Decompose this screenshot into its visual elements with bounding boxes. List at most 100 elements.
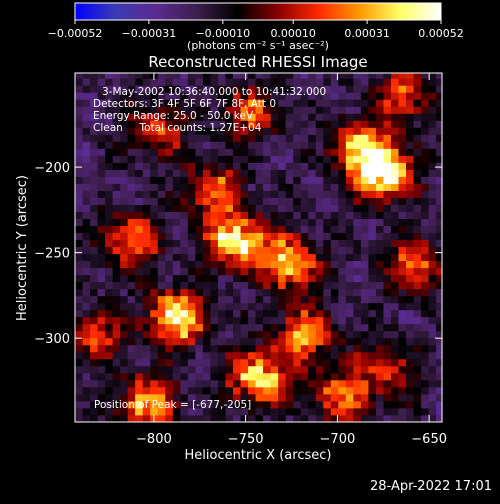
heat-cell (82, 239, 91, 248)
heat-cell (172, 85, 181, 93)
heat-cell (406, 309, 414, 318)
heat-cell (383, 225, 392, 234)
heat-cell (428, 134, 437, 142)
heat-cell (90, 344, 98, 353)
heat-cell (165, 316, 174, 325)
heat-cell (398, 106, 407, 114)
heat-cell (217, 73, 226, 79)
heat-cell (187, 330, 196, 339)
heatmap-area: −800 −750 −700 −650−200−250−300 (34, 72, 447, 447)
heat-cell (217, 211, 226, 219)
heat-cell (345, 73, 354, 79)
heat-cell (195, 141, 204, 149)
heat-cell (323, 393, 332, 402)
heat-cell (120, 253, 129, 262)
heat-cell (225, 344, 234, 353)
heat-cell (82, 393, 91, 402)
heat-cell (338, 365, 347, 374)
heat-cell (368, 400, 377, 409)
heat-cell (112, 414, 121, 422)
heat-cell (135, 85, 144, 93)
heat-cell (323, 365, 332, 374)
heat-cell (398, 78, 407, 86)
heat-cell (232, 281, 241, 290)
heat-cell (436, 197, 442, 205)
heat-cell (315, 267, 324, 276)
heat-cell (82, 148, 91, 156)
heat-cell (165, 372, 174, 381)
heat-cell (180, 309, 189, 318)
heat-cell (232, 239, 241, 248)
heat-cell (217, 407, 226, 416)
heat-cell (278, 309, 287, 318)
heat-cell (248, 414, 256, 422)
heat-cell (263, 169, 272, 177)
heat-cell (187, 113, 196, 121)
heat-cell (421, 141, 430, 149)
heat-cell (187, 372, 196, 381)
heat-cell (225, 337, 234, 346)
heat-cell (360, 225, 369, 234)
heat-cell (150, 309, 159, 318)
heat-cell (323, 211, 332, 219)
heat-cell (375, 176, 384, 184)
heat-cell (150, 239, 159, 248)
heat-cell (315, 92, 324, 100)
heat-cell (360, 372, 369, 381)
heat-cell (368, 337, 377, 346)
heat-cell (353, 197, 362, 205)
heat-cell (248, 99, 256, 107)
heat-cell (172, 323, 181, 332)
heat-cell (135, 239, 144, 248)
heat-cell (263, 162, 272, 170)
heat-cell (293, 288, 302, 297)
heat-cell (428, 274, 437, 283)
heat-cell (97, 379, 106, 388)
heat-cell (82, 211, 91, 219)
heat-cell (375, 330, 384, 339)
heat-cell (293, 134, 302, 142)
heat-cell (210, 92, 219, 100)
heat-cell (345, 141, 354, 149)
heat-cell (127, 309, 136, 318)
heat-cell (300, 85, 309, 93)
heat-cell (150, 211, 159, 219)
colorbar: −0.00052 −0.00031 −0.00010 0.00010 0.00031 0.… (48, 2, 464, 52)
heat-cell (112, 73, 121, 79)
heat-cell (187, 379, 196, 388)
heat-cell (217, 337, 226, 346)
heat-cell (210, 379, 219, 388)
heat-cell (263, 246, 272, 255)
heat-cell (360, 253, 369, 262)
heat-cell (97, 351, 106, 360)
heat-cell (278, 148, 287, 156)
heat-cell (300, 260, 309, 269)
heat-cell (345, 211, 354, 219)
heat-cell (406, 365, 414, 374)
heat-cell (180, 246, 189, 255)
heat-cell (428, 267, 437, 276)
heat-cell (112, 351, 121, 360)
heat-cell (157, 232, 166, 241)
heat-cell (75, 176, 83, 184)
heat-cell (421, 302, 430, 311)
heat-cell (157, 106, 166, 114)
heat-cell (90, 211, 98, 219)
heat-cell (157, 393, 166, 402)
heat-cell (180, 155, 189, 163)
heat-cell (345, 372, 354, 381)
heat-cell (217, 288, 226, 297)
heat-cell (202, 232, 211, 241)
heat-cell (172, 78, 181, 86)
heat-cell (421, 225, 430, 234)
heat-cell (368, 73, 377, 79)
heat-cell (172, 330, 181, 339)
heat-cell (293, 260, 302, 269)
heat-cell (232, 211, 241, 219)
heat-cell (225, 372, 234, 381)
heat-cell (308, 379, 317, 388)
heat-cell (150, 113, 159, 121)
heat-cell (398, 323, 407, 332)
colorbar-tick-label-3: 0.00010 (270, 27, 316, 40)
heat-cell (390, 155, 399, 163)
